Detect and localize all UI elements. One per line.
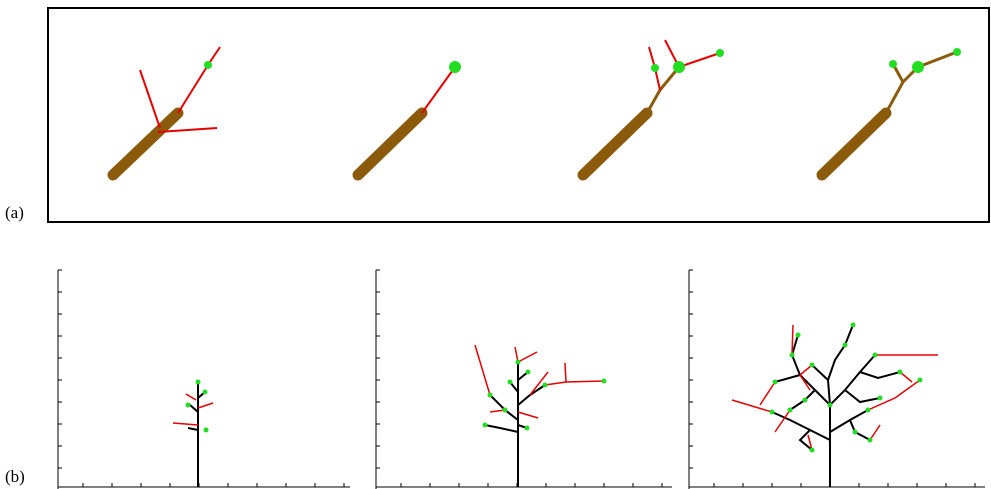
node [526,370,531,375]
branch [190,405,198,412]
node [773,380,778,385]
node [878,396,883,401]
node [483,423,488,428]
branch [886,52,957,113]
figure-art [0,0,991,489]
branch [358,113,422,175]
branch [845,325,853,345]
node [828,403,833,408]
node [803,398,808,403]
branch [583,113,647,175]
branch [828,345,845,405]
node [770,410,775,415]
branch [422,67,455,113]
branch [186,394,196,400]
branch [772,412,830,440]
branch [760,382,775,405]
node [716,49,724,57]
node [186,403,191,408]
branch [870,425,880,440]
branch [545,381,604,385]
node [602,379,607,384]
node [525,426,530,431]
node [508,380,513,385]
node [851,323,856,328]
panel-a-trees [113,40,961,175]
panel-b-trees [173,323,938,488]
branch [830,355,875,405]
node [898,370,903,375]
panel-label: (a) [5,203,24,223]
node [788,408,793,413]
branch [140,70,160,128]
node [810,448,815,453]
node [868,438,873,443]
branch [792,325,793,355]
figure: (a) (b) [0,0,991,489]
node [810,363,815,368]
node [853,430,858,435]
node [918,378,923,383]
node [204,428,209,433]
branch [113,113,178,175]
branch [860,372,900,378]
branch [822,113,886,175]
node [488,393,493,398]
branch [178,47,220,113]
branch [518,412,538,418]
branch [800,430,812,450]
branch [565,363,566,382]
node [449,61,461,73]
branch [475,345,490,395]
panel-a-frame [48,8,989,222]
branch [647,67,679,113]
node [543,383,548,388]
branch [188,428,198,430]
branch [490,395,518,420]
node [790,353,795,358]
node [203,390,208,395]
node [912,61,924,73]
branch [792,355,830,405]
branch [173,423,198,425]
branch [775,375,800,382]
node [889,60,897,68]
node [873,353,878,358]
branch [732,400,772,412]
node [796,333,801,338]
branch [485,425,518,432]
node [196,380,201,385]
node [866,408,871,413]
branch [518,385,545,405]
node [516,360,521,365]
node [204,61,212,69]
branch [868,380,920,410]
branch [812,365,828,380]
node [953,48,961,56]
node [673,61,685,73]
panel-label: (b) [5,467,25,487]
node [843,343,848,348]
branch [830,410,868,432]
node [651,64,659,72]
branch [850,420,870,440]
branch [198,403,213,408]
branch [679,53,720,67]
branch [845,390,880,402]
branch [518,352,537,362]
node [503,408,508,413]
